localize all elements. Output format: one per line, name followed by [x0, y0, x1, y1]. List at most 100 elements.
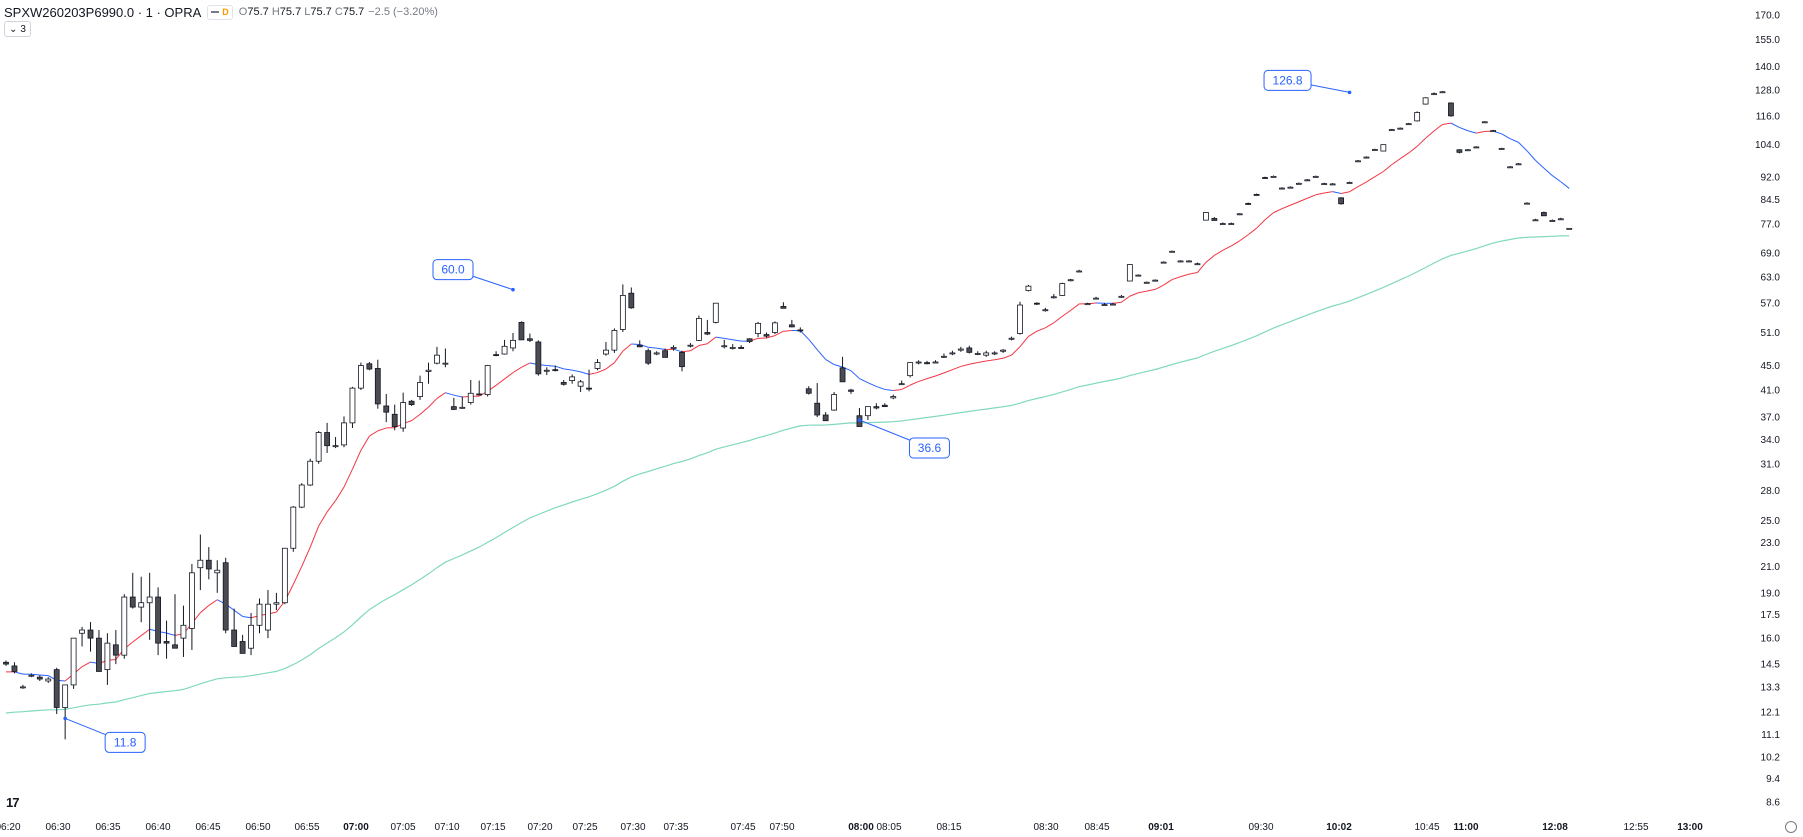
fast-ema-segment: [1552, 175, 1562, 183]
price-callout: 126.8: [1263, 69, 1352, 95]
y-tick-label: 170.0: [1755, 11, 1780, 22]
fast-ema-segment: [724, 337, 733, 341]
candle-body: [383, 405, 390, 413]
candle: [3, 660, 9, 666]
x-tick-label: 07:35: [663, 822, 688, 833]
indicators-toggle-button[interactable]: ⌄ 3: [4, 21, 31, 37]
fast-ema-segment: [1298, 197, 1308, 203]
candle-body: [1380, 144, 1387, 152]
price-axis[interactable]: 8.6 9.4 10.2 11.1 12.1 13.3 14.5 16.0 17.5 19.0 21…: [1755, 11, 1780, 809]
tradingview-logo-icon[interactable]: 17: [6, 795, 20, 810]
x-tick-label: 12:08: [1542, 822, 1568, 833]
candle: [1557, 217, 1564, 221]
candle-body: [1431, 93, 1437, 96]
candle-body: [603, 349, 609, 355]
candle-body: [188, 572, 195, 629]
close-label: C: [334, 6, 343, 18]
settings-gear-icon[interactable]: [1785, 821, 1797, 833]
candle-body: [1515, 163, 1522, 166]
candle: [417, 375, 423, 400]
candle: [983, 350, 990, 357]
candle-body: [222, 562, 229, 631]
candle-body: [1490, 130, 1497, 132]
candle-body: [96, 637, 102, 672]
fast-ema-segment: [1324, 191, 1333, 194]
candle-body: [281, 547, 288, 604]
candle: [1287, 186, 1294, 189]
candle-body: [349, 387, 356, 424]
fast-ema-segment: [140, 628, 150, 636]
candle-body: [704, 332, 711, 335]
candle: [1194, 262, 1201, 266]
open-value: 75.7: [247, 6, 269, 18]
candle: [1262, 176, 1268, 179]
fast-ema-segment: [977, 360, 987, 364]
candle-body: [1372, 149, 1378, 151]
fast-ema-segment: [1197, 262, 1207, 273]
candle: [374, 359, 381, 409]
candle: [763, 332, 770, 338]
candle-body: [915, 361, 922, 364]
feed-badge[interactable]: D: [207, 4, 233, 20]
low-value: 75.7: [310, 6, 332, 18]
fast-ema-segment: [1230, 240, 1240, 247]
candle: [1219, 222, 1226, 225]
candle: [1464, 148, 1471, 152]
candle-body: [619, 295, 626, 330]
fast-ema-segment: [1273, 208, 1283, 214]
y-tick-label: 9.4: [1766, 774, 1780, 785]
fast-ema-segment: [1467, 130, 1477, 134]
candle-body: [1473, 146, 1480, 149]
high-label: H: [271, 6, 280, 18]
fast-ema-segment: [935, 372, 945, 377]
x-tick-label: 07:25: [572, 822, 597, 833]
y-tick-label: 37.0: [1761, 413, 1781, 424]
fast-ema-segment: [986, 359, 995, 362]
moving-averages: [5, 122, 1570, 714]
fast-ema-segment: [453, 394, 463, 398]
candle-body: [738, 346, 745, 349]
callout-box: [104, 731, 146, 753]
candle: [619, 284, 626, 332]
price-callout: 36.6: [857, 418, 950, 459]
candle-body: [1566, 227, 1573, 230]
candle: [256, 598, 263, 634]
candle-body: [1245, 203, 1252, 205]
candle: [172, 594, 178, 649]
candle: [924, 360, 930, 365]
candle-body: [1076, 270, 1083, 273]
candle-body: [1042, 309, 1049, 312]
fast-ema-segment: [445, 392, 454, 396]
candle-body: [974, 353, 981, 355]
candle: [577, 379, 584, 392]
candle: [712, 302, 719, 324]
candle-body: [822, 414, 829, 422]
candle-body: [28, 674, 35, 677]
fast-ema-segment: [1425, 130, 1435, 139]
candle-body: [1000, 349, 1006, 352]
candle-body: [467, 392, 474, 403]
candle: [467, 379, 474, 405]
candle: [357, 362, 364, 391]
x-tick-label: 10:45: [1414, 822, 1439, 833]
change-value: −2.5 (−3.20%): [368, 6, 438, 18]
fast-ema-segment: [580, 371, 590, 375]
symbol-title[interactable]: SPXW260203P6990.0 · 1 · OPRA: [4, 4, 202, 20]
candle: [628, 287, 635, 309]
fast-ema-segment: [1501, 133, 1511, 140]
candle: [518, 321, 525, 341]
candles: [3, 91, 1573, 740]
fast-ema-segment: [1374, 171, 1384, 178]
candle: [797, 327, 804, 333]
candle-body: [1464, 149, 1471, 152]
fast-ema-segment: [876, 385, 885, 390]
fast-ema-segment: [428, 398, 438, 408]
candle: [332, 437, 339, 449]
y-tick-label: 104.0: [1755, 140, 1780, 151]
time-axis[interactable]: 06:20 06:30 06:35 06:40 06:45 06:50 06:55 07:00…: [0, 822, 1703, 833]
candle: [636, 340, 643, 348]
candle-body: [805, 388, 812, 394]
fast-ema-segment: [1535, 159, 1545, 169]
fast-ema-segment: [816, 349, 827, 360]
